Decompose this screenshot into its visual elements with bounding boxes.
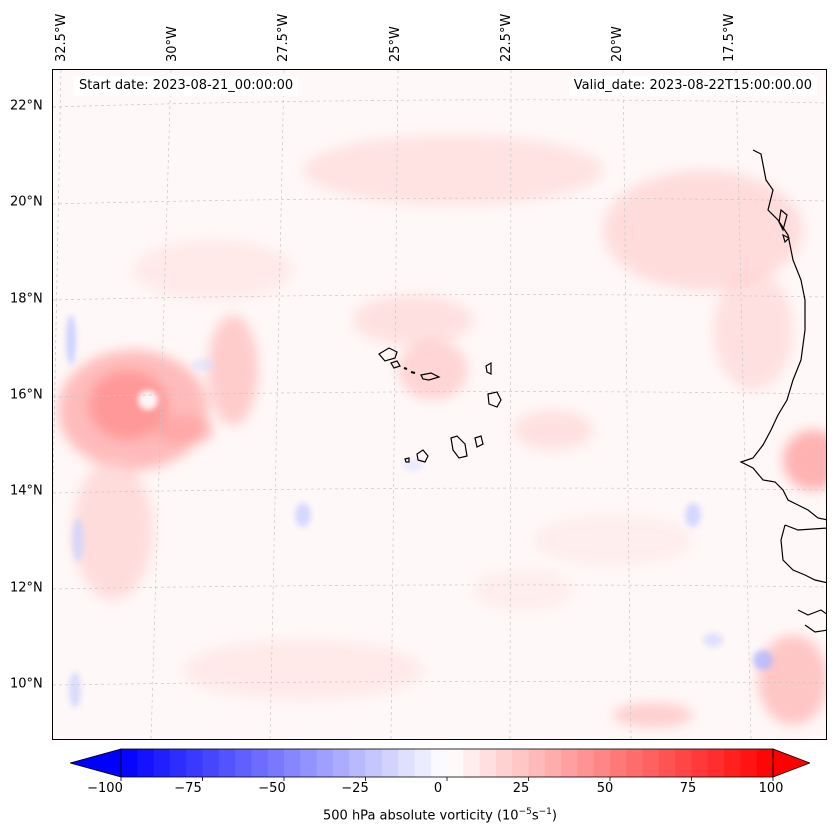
colorbar-tick-50: 50 bbox=[596, 781, 614, 796]
start-date-label: Start date: 2023-08-21_00:00:00 bbox=[74, 76, 299, 96]
colorbar-tick-minus-100: −100 bbox=[87, 781, 123, 796]
colorbar-cell bbox=[284, 749, 301, 777]
colorbar-tick-0: 0 bbox=[433, 781, 443, 796]
colorbar-cell bbox=[528, 749, 546, 777]
lat-label-12n: 12°N bbox=[10, 580, 43, 596]
colorbar-cell bbox=[577, 749, 595, 777]
lat-label-18n: 18°N bbox=[10, 291, 43, 307]
colorbar-cell bbox=[658, 749, 676, 777]
colorbar-cell bbox=[121, 749, 138, 777]
colorbar-cell bbox=[300, 749, 318, 777]
colorbar-label-main: 500 hPa absolute vorticity (10 bbox=[323, 808, 519, 824]
lon-label-20w: 20°W bbox=[610, 26, 625, 62]
colorbar-tick-minus-50: −50 bbox=[258, 781, 286, 796]
colorbar-cell bbox=[707, 749, 725, 777]
colorbar-cell bbox=[186, 749, 204, 777]
colorbar-tick-75: 75 bbox=[679, 781, 697, 796]
colorbar-cell bbox=[642, 749, 660, 777]
colorbar-cell bbox=[235, 749, 252, 777]
colorbar-tick-minus-75: −75 bbox=[174, 781, 202, 796]
colorbar-cell bbox=[267, 749, 285, 777]
colorbar-cell bbox=[724, 749, 741, 777]
colorbar-tick-25: 25 bbox=[512, 781, 530, 796]
colorbar-cell bbox=[593, 749, 611, 777]
colorbar-cell bbox=[414, 749, 432, 777]
colorbar-cell bbox=[169, 749, 187, 777]
colorbar-cell bbox=[479, 749, 497, 777]
coastline-cape-verde bbox=[378, 347, 502, 463]
colorbar-tickmarks bbox=[120, 777, 774, 781]
colorbar-cell bbox=[137, 749, 155, 777]
colorbar-cell bbox=[740, 749, 758, 777]
colorbar-cell bbox=[447, 749, 464, 777]
colorbar-label-exp1: −5 bbox=[518, 807, 532, 817]
colorbar-cell bbox=[251, 749, 269, 777]
vorticity-field bbox=[58, 135, 826, 727]
colorbar-cell bbox=[430, 749, 448, 777]
colorbar-label-mid: s bbox=[531, 808, 539, 824]
colorbar-cell bbox=[610, 749, 627, 777]
lon-label-22-5w: 22.5°W bbox=[499, 13, 514, 62]
colorbar-cell bbox=[153, 749, 171, 777]
colorbar-cells bbox=[121, 749, 774, 777]
lon-label-27-5w: 27.5°W bbox=[276, 13, 291, 62]
colorbar-cell bbox=[691, 749, 709, 777]
colorbar-cell bbox=[316, 749, 334, 777]
valid-date-label: Valid_date: 2023-08-22T15:00:00.00 bbox=[568, 76, 817, 96]
lat-label-10n: 10°N bbox=[10, 676, 43, 692]
colorbar-label: 500 hPa absolute vorticity (10−5s−1) bbox=[0, 807, 837, 823]
colorbar-cell bbox=[332, 749, 350, 777]
colorbar-min-arrow bbox=[70, 748, 122, 778]
lon-label-17-5w: 17.5°W bbox=[722, 13, 737, 62]
vorticity-map bbox=[53, 70, 826, 739]
lon-label-25w: 25°W bbox=[388, 26, 403, 62]
lat-label-20n: 20°N bbox=[10, 194, 43, 210]
colorbar-cell bbox=[495, 749, 513, 777]
colorbar-cell bbox=[512, 749, 530, 777]
lat-label-14n: 14°N bbox=[10, 483, 43, 499]
map-area[interactable] bbox=[52, 69, 827, 740]
coastline-africa bbox=[739, 149, 826, 633]
colorbar-cell bbox=[218, 749, 236, 777]
colorbar-label-exp2: −1 bbox=[538, 807, 552, 817]
colorbar-cell bbox=[626, 749, 644, 777]
colorbar-tick-100: 100 bbox=[758, 781, 784, 796]
colorbar-cell bbox=[675, 749, 693, 777]
colorbar bbox=[70, 748, 810, 781]
colorbar-max-arrow bbox=[772, 748, 810, 778]
lon-label-30w: 30°W bbox=[165, 26, 180, 62]
colorbar-cell bbox=[463, 749, 481, 777]
lat-label-22n: 22°N bbox=[10, 98, 43, 114]
colorbar-label-end: ) bbox=[551, 808, 557, 824]
lon-label-32-5w: 32.5°W bbox=[54, 13, 69, 62]
colorbar-cell bbox=[756, 749, 774, 777]
lat-label-16n: 16°N bbox=[10, 387, 43, 403]
colorbar-cell bbox=[561, 749, 578, 777]
colorbar-tick-minus-25: −25 bbox=[341, 781, 369, 796]
colorbar-cell bbox=[202, 749, 220, 777]
colorbar-cell bbox=[349, 749, 367, 777]
colorbar-cell bbox=[365, 749, 383, 777]
colorbar-cell bbox=[398, 749, 415, 777]
colorbar-cell bbox=[381, 749, 399, 777]
graticule bbox=[53, 70, 826, 739]
colorbar-cell bbox=[544, 749, 562, 777]
